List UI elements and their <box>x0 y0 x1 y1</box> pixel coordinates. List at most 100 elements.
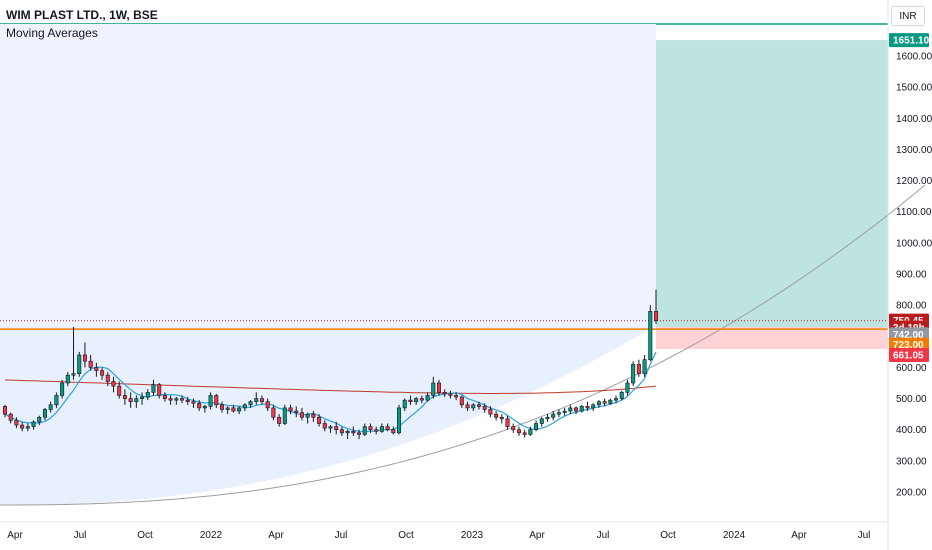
candle[interactable] <box>528 426 533 436</box>
candle[interactable] <box>516 426 521 436</box>
candle[interactable] <box>122 389 127 405</box>
candle[interactable] <box>202 404 207 413</box>
candle[interactable] <box>551 411 556 421</box>
candle[interactable] <box>2 404 8 418</box>
candle[interactable] <box>357 429 362 440</box>
candle[interactable] <box>499 414 504 424</box>
candle[interactable] <box>42 407 47 421</box>
candle[interactable] <box>305 412 310 424</box>
candle[interactable] <box>408 395 413 405</box>
candle[interactable] <box>60 379 65 399</box>
candle[interactable] <box>562 407 567 416</box>
candle[interactable] <box>602 398 607 407</box>
candle[interactable] <box>214 393 219 408</box>
candle[interactable] <box>14 417 19 429</box>
candle[interactable] <box>476 401 481 410</box>
candle[interactable] <box>539 417 544 427</box>
candle[interactable] <box>105 372 110 387</box>
candle[interactable] <box>8 412 13 424</box>
candle[interactable] <box>117 381 122 399</box>
candle[interactable] <box>242 403 247 412</box>
candle[interactable] <box>614 395 619 404</box>
candle[interactable] <box>431 376 436 399</box>
candle[interactable] <box>653 289 659 324</box>
candle[interactable] <box>334 421 339 435</box>
candle[interactable] <box>185 397 190 405</box>
candle[interactable] <box>345 429 350 440</box>
price-axis[interactable]: 200.00300.00400.00500.00600.00700.00800.… <box>887 0 932 550</box>
candle[interactable] <box>134 395 139 408</box>
candle[interactable] <box>471 403 476 412</box>
candle[interactable] <box>402 398 407 412</box>
candle[interactable] <box>77 351 82 377</box>
candle[interactable] <box>271 404 276 421</box>
candle[interactable] <box>494 411 499 421</box>
candle[interactable] <box>482 403 487 413</box>
candle[interactable] <box>511 423 516 433</box>
candle[interactable] <box>259 395 264 405</box>
candle[interactable] <box>208 392 213 410</box>
candle[interactable] <box>362 423 367 436</box>
candle[interactable] <box>191 398 196 408</box>
candle[interactable] <box>596 400 601 408</box>
candle[interactable] <box>385 423 390 432</box>
candle[interactable] <box>65 372 70 387</box>
candle[interactable] <box>442 389 447 398</box>
candle[interactable] <box>448 390 453 399</box>
candle[interactable] <box>140 392 145 405</box>
candle[interactable] <box>454 392 459 401</box>
candle[interactable] <box>339 426 344 436</box>
candle[interactable] <box>248 400 253 408</box>
candle[interactable] <box>100 367 105 380</box>
candle[interactable] <box>579 404 584 413</box>
candle[interactable] <box>288 404 293 415</box>
candle[interactable] <box>568 404 573 415</box>
candle[interactable] <box>48 401 53 413</box>
candle[interactable] <box>368 423 373 433</box>
candle[interactable] <box>465 401 470 412</box>
candle[interactable] <box>351 426 356 436</box>
candle[interactable] <box>151 379 156 396</box>
candle[interactable] <box>414 397 419 405</box>
candle[interactable] <box>282 404 287 426</box>
candle[interactable] <box>379 423 384 433</box>
candle[interactable] <box>648 305 653 362</box>
candle[interactable] <box>317 414 322 427</box>
candle[interactable] <box>254 392 259 405</box>
candle[interactable] <box>94 362 99 377</box>
candle[interactable] <box>71 326 76 380</box>
candle[interactable] <box>299 407 304 421</box>
candle[interactable] <box>374 426 379 435</box>
currency-button[interactable]: INR <box>891 6 925 26</box>
candle[interactable] <box>391 426 396 435</box>
candle[interactable] <box>505 415 510 430</box>
candle[interactable] <box>631 361 636 387</box>
candle[interactable] <box>162 392 167 402</box>
candle[interactable] <box>522 429 527 438</box>
candle[interactable] <box>237 406 242 415</box>
plot-area[interactable] <box>0 23 926 506</box>
candle[interactable] <box>534 420 539 432</box>
candle[interactable] <box>31 420 36 430</box>
candle[interactable] <box>219 401 225 413</box>
candle[interactable] <box>174 397 179 405</box>
candle[interactable] <box>168 395 173 405</box>
candle[interactable] <box>82 342 87 368</box>
time-axis[interactable]: Apr Jul Oct 2022 Apr Jul Oct 2023 Apr Jul Oct 2024 A… <box>0 521 888 541</box>
candle[interactable] <box>328 425 333 433</box>
candle[interactable] <box>145 389 150 401</box>
candle[interactable] <box>231 404 236 413</box>
candle[interactable] <box>37 415 42 426</box>
candle[interactable] <box>397 404 402 435</box>
candle[interactable] <box>488 406 493 418</box>
candle[interactable] <box>619 390 624 401</box>
candle[interactable] <box>322 420 327 432</box>
candle[interactable] <box>459 395 464 408</box>
candle[interactable] <box>20 421 25 432</box>
candle[interactable] <box>197 400 202 412</box>
candle[interactable] <box>25 423 30 432</box>
candle[interactable] <box>585 401 590 412</box>
candle[interactable] <box>128 392 133 408</box>
candle[interactable] <box>642 354 647 377</box>
